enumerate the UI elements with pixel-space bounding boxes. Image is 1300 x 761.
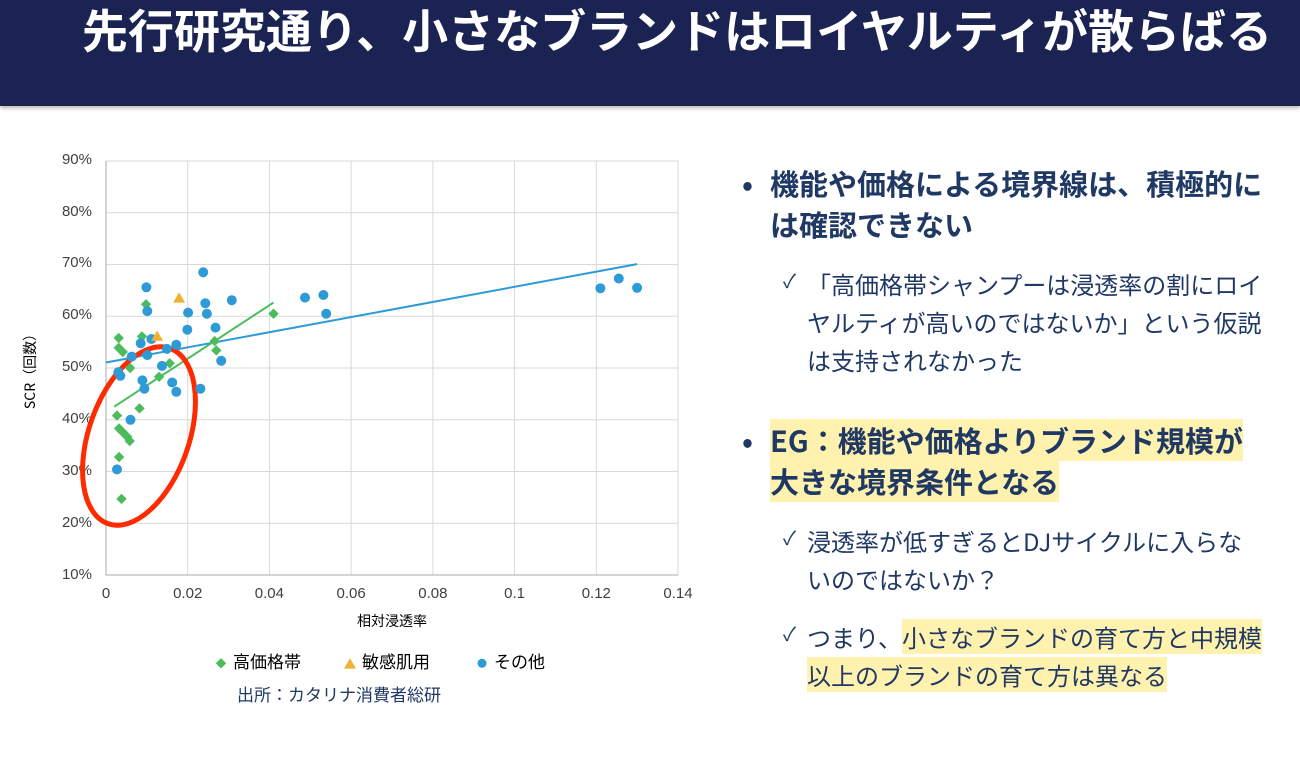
svg-text:0.04: 0.04 [255,585,284,602]
svg-text:その他: その他 [494,648,545,673]
svg-text:50%: 50% [62,358,92,375]
svg-text:相対浸透率: 相対浸透率 [357,611,427,631]
svg-text:0.14: 0.14 [663,585,692,602]
svg-text:90%: 90% [62,151,92,168]
svg-text:40%: 40% [62,410,92,427]
svg-text:70%: 70% [62,254,92,271]
svg-text:30%: 30% [62,462,92,479]
svg-text:敏感肌用: 敏感肌用 [362,648,430,673]
svg-text:0.1: 0.1 [504,585,525,602]
svg-text:0.12: 0.12 [582,585,611,602]
svg-text:10%: 10% [62,566,92,583]
svg-text:0: 0 [102,585,110,602]
svg-text:60%: 60% [62,306,92,323]
svg-text:80%: 80% [62,203,92,220]
svg-text:20%: 20% [62,514,92,531]
svg-text:0.08: 0.08 [418,585,447,602]
svg-text:高価格帯: 高価格帯 [233,648,301,673]
svg-text:0.06: 0.06 [336,585,365,602]
svg-text:出所：カタリナ消費者総研: 出所：カタリナ消費者総研 [237,681,441,706]
svg-text:0.02: 0.02 [173,585,202,602]
svg-text:SCR（回数）: SCR（回数） [20,327,40,409]
